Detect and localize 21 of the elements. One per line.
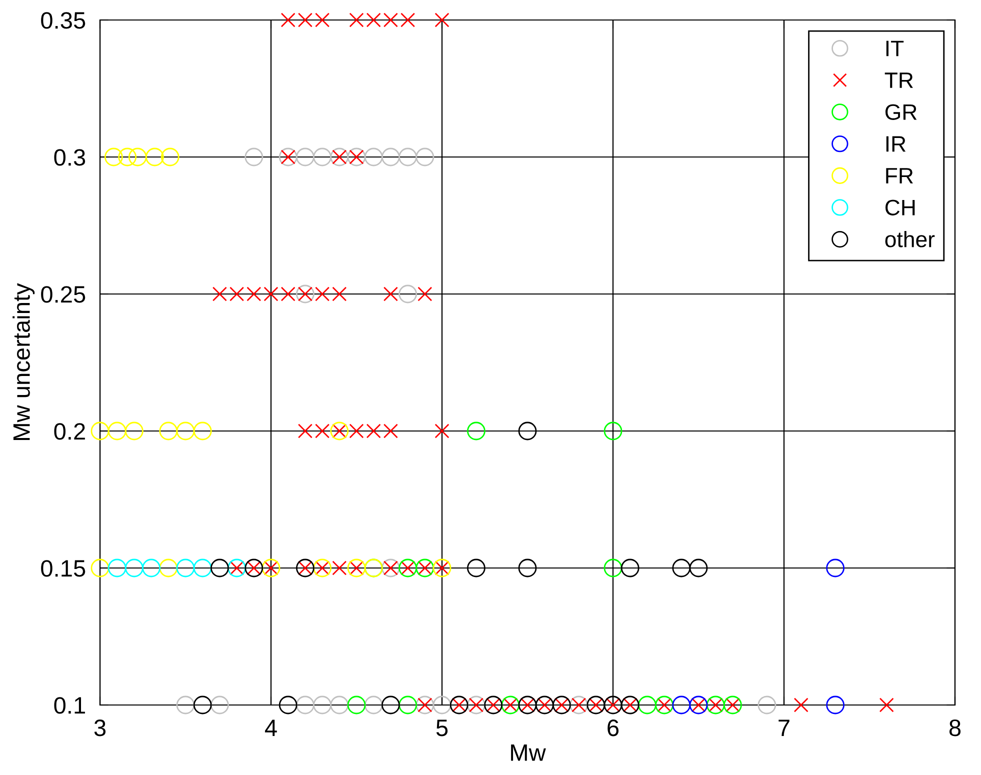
- legend-label: GR: [885, 104, 917, 120]
- legend-label: FR: [886, 168, 913, 184]
- y-tick-label: 0.35: [41, 12, 86, 29]
- legend-label: IR: [886, 136, 906, 152]
- y-tick-label: 0.25: [41, 286, 86, 303]
- y-axis-title: Mw uncertainty: [12, 283, 35, 440]
- legend-label: other: [885, 230, 935, 248]
- legend-label: IT: [886, 40, 904, 56]
- x-tick-label: 5: [436, 720, 448, 736]
- x-tick-label: 4: [264, 720, 277, 736]
- x-axis-title: Mw: [511, 744, 546, 761]
- y-tick-label: 0.3: [54, 149, 86, 166]
- x-tick-label: 7: [778, 720, 790, 736]
- x-tick-label: 3: [94, 720, 106, 736]
- y-tick-label: 0.15: [41, 560, 86, 577]
- legend-label: CH: [885, 200, 915, 216]
- x-tick-label: 6: [608, 720, 619, 736]
- legend-label: TR: [884, 72, 913, 88]
- y-tick-label: 0.2: [54, 423, 85, 440]
- y-tick-label: 0.1: [54, 697, 85, 714]
- x-tick-label: 8: [949, 720, 961, 736]
